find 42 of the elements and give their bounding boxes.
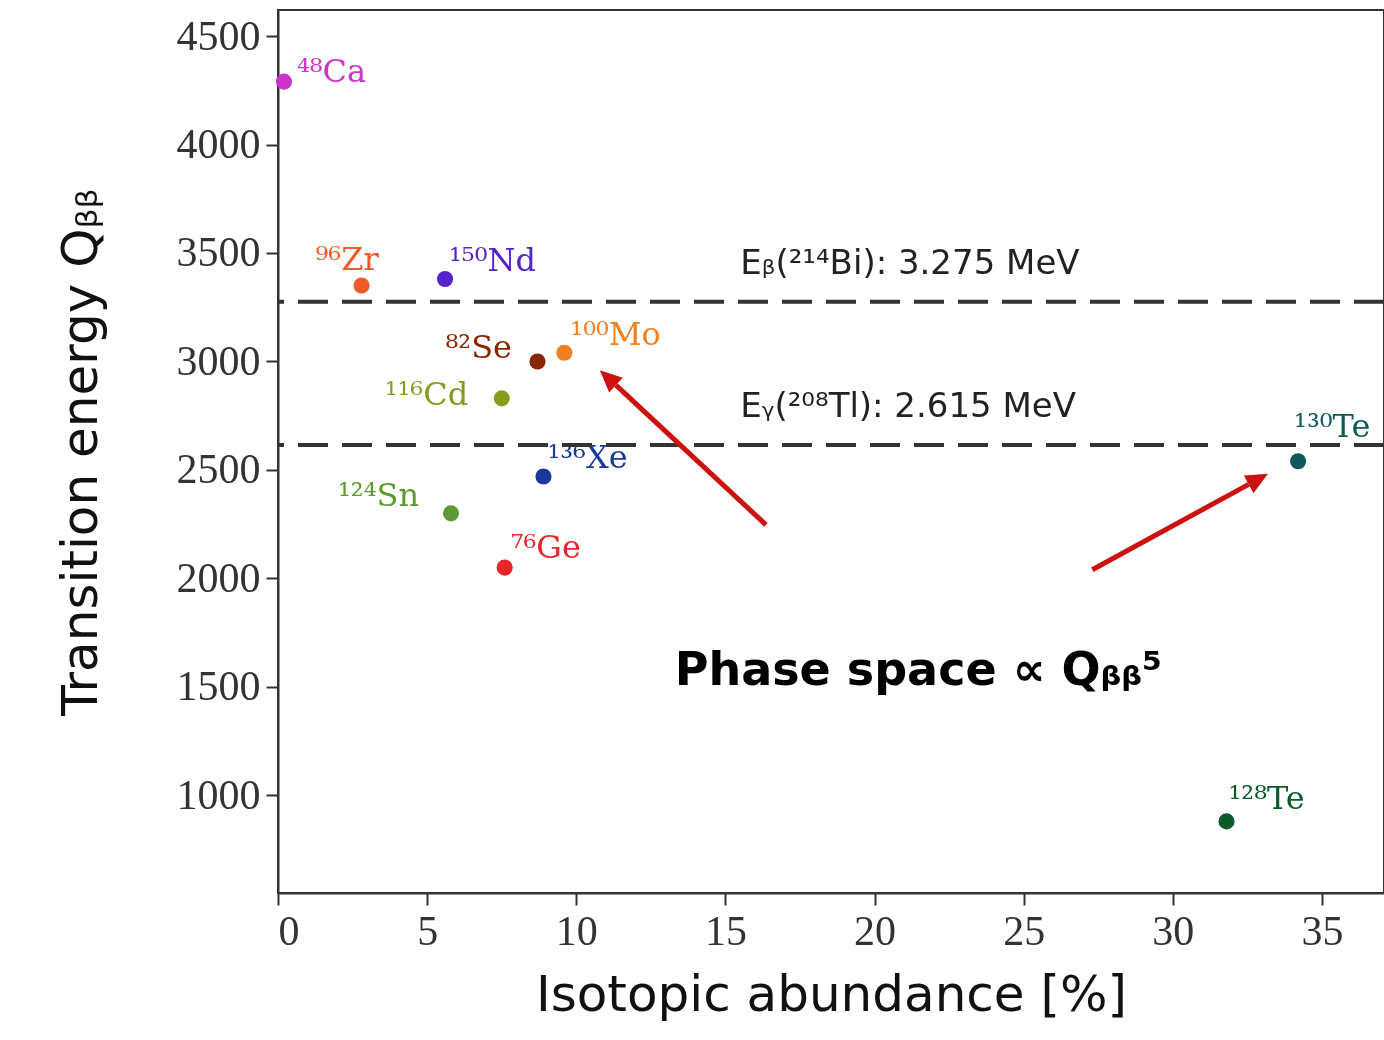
series-label: ⁷⁶Ge [510,527,581,566]
y-tick-label: 3500 [176,229,261,276]
series-label: ⁸²Se [445,328,513,367]
y-tick-label: 2500 [176,446,261,493]
ref-line-label: Eᵧ(²⁰⁸Tl): 2.615 MeV [740,384,1077,425]
point [353,277,370,294]
ref-line-label: Eᵦ(²¹⁴Bi): 3.275 MeV [740,241,1080,282]
x-tick-label: 25 [1003,907,1046,954]
series-label: ¹²⁴Sn [338,476,420,515]
x-tick-label: 10 [555,907,598,954]
x-tick-label: 20 [854,907,897,954]
x-tick-label: 5 [417,907,439,954]
point [535,468,552,485]
y-tick-label: 1000 [176,771,261,818]
point [1290,453,1307,470]
y-tick-label: 3000 [176,337,261,384]
point [275,73,293,90]
series-label: ¹¹⁶Cd [384,375,469,414]
series-label: ¹³⁰Te [1294,407,1371,446]
y-tick-label: 1500 [176,663,261,710]
series-label: ⁹⁶Zr [315,239,380,278]
x-axis-title: Isotopic abundance [%] [535,964,1128,1023]
y-tick-label: 4500 [176,12,261,59]
series-label: ¹⁵⁰Nd [449,241,536,280]
point [442,505,460,522]
x-tick-label: 0 [278,907,300,954]
series-label: ⁴⁸Ca [296,51,367,90]
y-tick-label: 4000 [176,121,261,168]
annotation: Phase space ∝ Qᵦᵦ⁵ [674,641,1163,696]
point [436,270,454,288]
point [493,390,510,407]
point [1218,813,1235,830]
x-tick-label: 30 [1152,907,1195,954]
series-label: ¹⁰⁰Mo [570,314,661,353]
point [529,353,546,370]
point [556,344,573,361]
x-tick-label: 15 [704,907,747,954]
y-tick-label: 2000 [176,554,261,601]
point [496,559,513,576]
series-label: ¹²⁸Te [1228,779,1305,818]
y-axis-title: Transition energy Qᵦᵦ [50,188,109,717]
x-tick-label: 35 [1301,907,1344,954]
